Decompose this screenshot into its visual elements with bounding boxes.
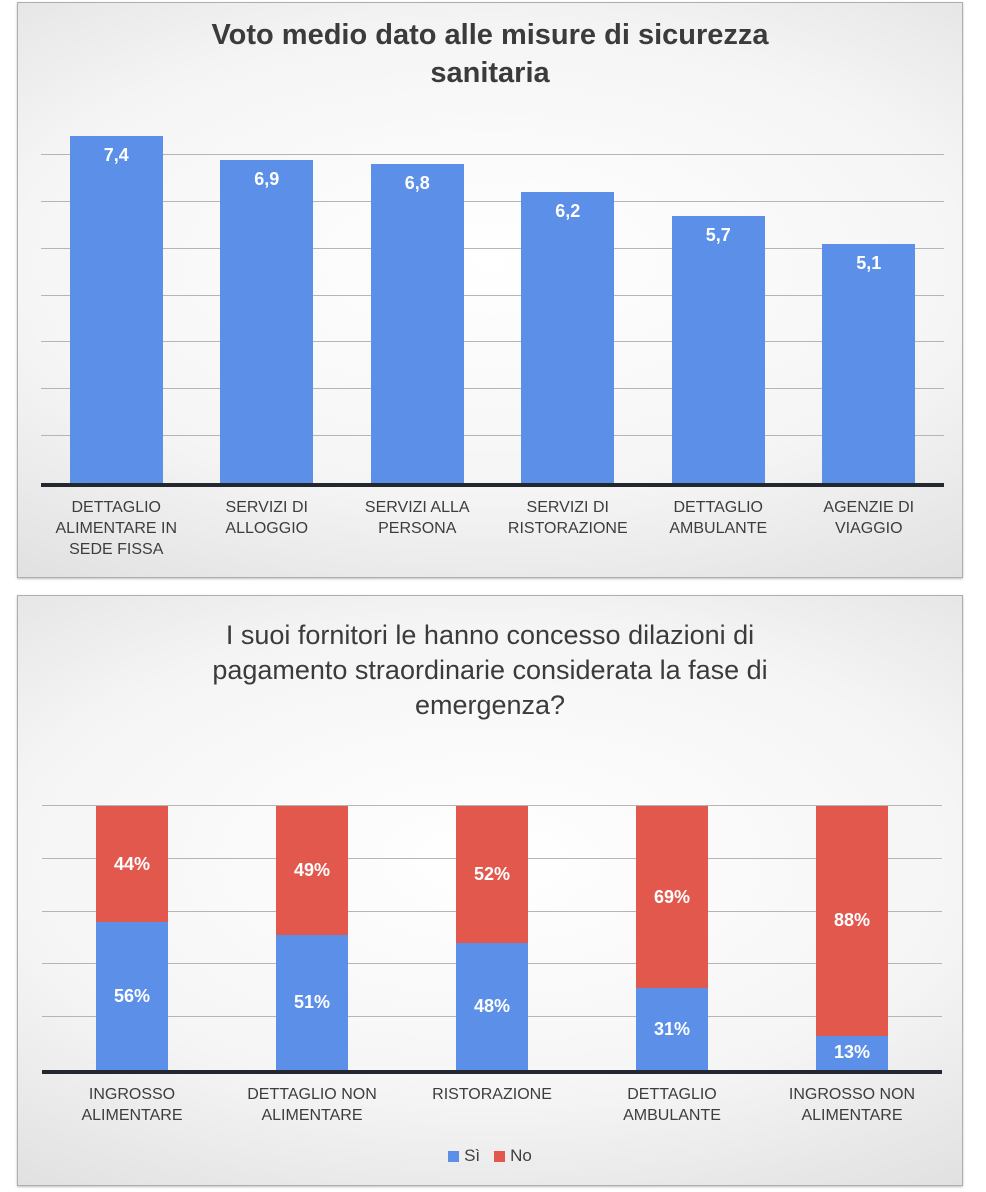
bar: 48% 52% [456, 806, 528, 1070]
bar-value-label: 52% [473, 864, 511, 885]
bar: 6,2 [521, 192, 615, 483]
bar-segment-sì: 48% [456, 943, 528, 1070]
category-label: SERVIZI DI ALLOGGIO [225, 499, 309, 537]
bar: 13% 88% [816, 806, 888, 1070]
bar-segment-sì: 13% [816, 1035, 888, 1070]
bar-value-label: 6,8 [404, 173, 430, 194]
gridline [42, 805, 942, 806]
bar-value-label: 56% [113, 985, 151, 1006]
gridline [41, 153, 944, 155]
bar-segment-sì: 51% [276, 935, 348, 1070]
category-label: SERVIZI ALLA PERSONA [364, 499, 470, 537]
legend-label: No [510, 1146, 532, 1165]
bar-segment-sì: 56% [96, 922, 168, 1070]
bar-segment-no: 49% [276, 806, 348, 936]
bar: 6,8 [370, 164, 464, 483]
bar-value-label: 7,4 [103, 145, 129, 166]
bar-chart-plot: 7,4 6,9 6,8 6,2 5,7 5,1 [41, 108, 944, 487]
bar-value-label: 49% [293, 860, 331, 881]
bar-value-label: 51% [293, 992, 331, 1013]
bar: 5,7 [671, 215, 765, 483]
bar: 56% 44% [96, 806, 168, 1070]
bar-value-label: 44% [113, 853, 151, 874]
legend-swatch-icon [448, 1150, 460, 1162]
gridline [41, 247, 944, 249]
bar-value-label: 88% [833, 910, 871, 931]
x-axis-line [42, 1070, 942, 1074]
category-label: INGROSSO ALIMENTARE [81, 1086, 183, 1124]
bar-value-label: 13% [833, 1042, 871, 1063]
bar: 31% 69% [636, 806, 708, 1070]
chart-panel-fornitori: I suoi fornitori le hanno concesso dilaz… [17, 595, 963, 1186]
bar: 6,9 [220, 159, 314, 483]
bar: 7,4 [69, 136, 163, 483]
gridline [41, 294, 944, 296]
legend-label: Sì [464, 1146, 481, 1165]
bar-value-label: 69% [653, 886, 691, 907]
bar-value-label: 6,9 [254, 168, 280, 189]
gridline [41, 200, 944, 202]
category-label: DETTAGLIO NON ALIMENTARE [247, 1086, 377, 1124]
legend-swatch-icon [494, 1150, 506, 1162]
category-label: RISTORAZIONE [432, 1086, 552, 1103]
chart-legend: Sì No [18, 1146, 962, 1166]
category-label: INGROSSO NON ALIMENTARE [788, 1086, 916, 1124]
gridline [41, 388, 944, 390]
bar: 51% 49% [276, 806, 348, 1070]
category-label: SERVIZI DI RISTORAZIONE [507, 499, 628, 537]
gridline [41, 435, 944, 437]
gridline [41, 341, 944, 343]
bar: 5,1 [822, 243, 916, 483]
bar-segment-no: 52% [456, 806, 528, 944]
x-axis-line [41, 483, 944, 487]
bar-segment-sì: 31% [636, 988, 708, 1070]
bar-segment-no: 88% [816, 806, 888, 1036]
stacked-bar-chart-plot: 56% 44% 51% 49% 48% 52% 31% 69% 13% 88% [42, 805, 942, 1074]
chart-title: I suoi fornitori le hanno concesso dilaz… [212, 620, 768, 721]
category-label: DETTAGLIO AMBULANTE [623, 1086, 721, 1124]
bar-segment-no: 69% [636, 806, 708, 989]
category-label: DETTAGLIO ALIMENTARE IN SEDE FISSA [55, 499, 178, 558]
legend-item-sì: Sì [448, 1146, 480, 1166]
chart-title: Voto medio dato alle misure di sicurezza… [211, 19, 769, 89]
bar-value-label: 48% [473, 996, 511, 1017]
chart-panel-voto-medio: Voto medio dato alle misure di sicurezza… [17, 2, 963, 578]
category-label: DETTAGLIO AMBULANTE [669, 499, 768, 537]
bar-segment-no: 44% [96, 806, 168, 923]
bar-value-label: 5,1 [856, 252, 882, 273]
bar-value-label: 31% [653, 1018, 691, 1039]
bar-value-label: 5,7 [705, 224, 731, 245]
legend-item-no: No [494, 1146, 532, 1166]
bar-value-label: 6,2 [555, 201, 581, 222]
category-label: AGENZIE DI VIAGGIO [823, 499, 915, 537]
